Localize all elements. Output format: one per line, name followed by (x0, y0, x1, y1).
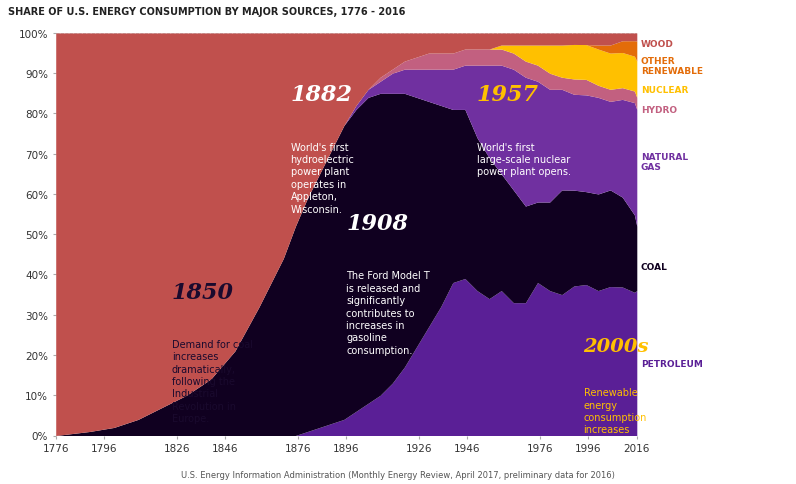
Text: WOOD: WOOD (641, 39, 673, 48)
Text: SHARE OF U.S. ENERGY CONSUMPTION BY MAJOR SOURCES, 1776 - 2016: SHARE OF U.S. ENERGY CONSUMPTION BY MAJO… (8, 7, 405, 17)
Text: 1882: 1882 (291, 84, 353, 106)
Text: 1908: 1908 (346, 213, 408, 235)
Text: HYDRO: HYDRO (641, 106, 677, 115)
Text: 2000s: 2000s (583, 337, 649, 355)
Text: PETROLEUM: PETROLEUM (641, 359, 703, 368)
Text: NUCLEAR: NUCLEAR (641, 86, 689, 94)
Text: COAL: COAL (641, 262, 668, 272)
Text: 1850: 1850 (172, 281, 234, 303)
Text: World's first
large-scale nuclear
power plant opens.: World's first large-scale nuclear power … (477, 142, 571, 177)
Text: World's first
hydroelectric
power plant
operates in
Appleton,
Wisconsin.: World's first hydroelectric power plant … (291, 142, 354, 214)
Text: OTHER
RENEWABLE: OTHER RENEWABLE (641, 57, 703, 76)
Text: The Ford Model T
is released and
significantly
contributes to
increases in
gasol: The Ford Model T is released and signifi… (346, 271, 430, 355)
Text: NATURAL
GAS: NATURAL GAS (641, 153, 688, 172)
Text: Demand for coal
increases
dramatically,
following the
Industrial
Revolution in
E: Demand for coal increases dramatically, … (172, 339, 253, 424)
Text: Renewable
energy
consumption
increases: Renewable energy consumption increases (583, 387, 647, 435)
Text: 1957: 1957 (477, 84, 539, 106)
Text: U.S. Energy Information Administration (Monthly Energy Review, April 2017, preli: U.S. Energy Information Administration (… (181, 470, 615, 479)
